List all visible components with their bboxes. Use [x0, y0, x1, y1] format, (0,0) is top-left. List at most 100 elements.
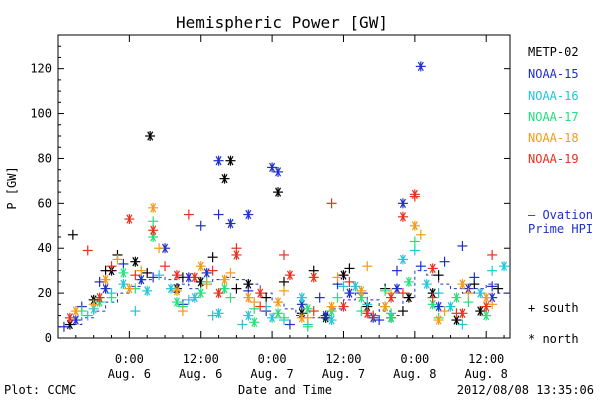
- north-point-noaa-19: [338, 301, 349, 312]
- south-point-noaa-15: [195, 220, 206, 231]
- south-point-noaa-15: [415, 261, 426, 272]
- north-point-noaa-15: [320, 310, 331, 321]
- north-point-noaa-17: [481, 310, 492, 321]
- north-point-noaa-15: [392, 283, 402, 294]
- legend-north: * north: [528, 332, 579, 346]
- south-point-noaa-15: [148, 272, 159, 283]
- south-point-noaa-15: [314, 292, 325, 303]
- north-point-metp-02: [145, 131, 156, 141]
- south-point-noaa-18: [279, 285, 289, 296]
- south-point-noaa-16: [82, 310, 93, 321]
- north-point-noaa-19: [64, 312, 75, 323]
- y-tick-label: 60: [38, 196, 52, 210]
- y-tick-label: 20: [38, 286, 52, 300]
- north-point-noaa-19: [481, 301, 492, 312]
- north-point-noaa-19: [362, 308, 373, 319]
- legend-item-noaa-19: NOAA-19: [528, 152, 579, 166]
- south-point-noaa-16: [487, 265, 498, 276]
- north-point-noaa-15: [344, 288, 355, 299]
- x-axis-label: Date and Time: [238, 383, 332, 397]
- north-point-noaa-16: [499, 261, 510, 272]
- south-point-noaa-19: [308, 306, 319, 317]
- north-point-noaa-18: [433, 315, 444, 326]
- north-point-noaa-15: [213, 155, 224, 166]
- north-point-noaa-16: [166, 283, 176, 294]
- south-point-noaa-17: [409, 236, 420, 247]
- south-point-noaa-15: [439, 256, 450, 267]
- north-point-noaa-17: [249, 317, 260, 328]
- x-tick-label-date: Aug. 8: [393, 367, 436, 381]
- legend-item-noaa-18: NOAA-18: [528, 131, 579, 145]
- south-point-noaa-15: [392, 265, 402, 276]
- legend-south: + south: [528, 301, 579, 315]
- south-point-noaa-17: [356, 306, 367, 317]
- south-point-noaa-19: [106, 261, 117, 272]
- north-point-noaa-15: [100, 283, 111, 294]
- north-point-noaa-17: [302, 303, 313, 314]
- north-point-noaa-16: [397, 254, 408, 265]
- x-tick-label-date: Aug. 7: [250, 367, 293, 381]
- north-point-noaa-15: [243, 209, 254, 220]
- north-point-noaa-18: [171, 285, 182, 296]
- north-point-noaa-18: [243, 292, 254, 303]
- south-point-noaa-16: [362, 299, 373, 310]
- footer-timestamp: 2012/08/08 13:35:06: [457, 383, 594, 397]
- north-point-noaa-16: [445, 301, 456, 312]
- north-point-noaa-18: [273, 297, 284, 308]
- south-point-noaa-17: [380, 285, 391, 296]
- south-point-noaa-17: [279, 312, 289, 323]
- north-point-noaa-19: [255, 288, 266, 299]
- south-point-noaa-18: [439, 306, 450, 317]
- north-point-noaa-15: [183, 272, 194, 283]
- legend-ovation-line1: — Ovation: [528, 208, 593, 222]
- x-tick-label-time: 12:00: [183, 352, 219, 366]
- south-point-noaa-18: [415, 229, 426, 240]
- north-point-noaa-19: [284, 270, 295, 281]
- plot-frame: [57, 34, 511, 339]
- north-point-noaa-18: [409, 220, 420, 231]
- north-point-noaa-18: [356, 285, 367, 296]
- north-point-noaa-18: [70, 306, 81, 317]
- south-point-noaa-16: [409, 245, 420, 256]
- south-point-noaa-19: [368, 310, 379, 321]
- y-tick-label: 120: [30, 62, 52, 76]
- north-point-noaa-19: [457, 308, 468, 319]
- south-point-noaa-18: [154, 243, 165, 254]
- south-point-noaa-15: [284, 319, 295, 330]
- south-point-noaa-16: [433, 288, 444, 299]
- south-point-metp-02: [67, 229, 78, 240]
- south-point-noaa-19: [487, 249, 498, 260]
- south-point-noaa-19: [82, 245, 93, 256]
- plot-marks: [58, 61, 510, 332]
- south-point-noaa-16: [183, 294, 194, 305]
- north-point-noaa-18: [481, 292, 492, 303]
- legend-item-noaa-17: NOAA-17: [528, 110, 579, 124]
- north-point-metp-02: [403, 292, 414, 303]
- south-point-noaa-19: [255, 301, 266, 312]
- south-point-metp-02: [344, 263, 355, 274]
- north-point-noaa-17: [386, 312, 397, 323]
- north-point-noaa-19: [213, 288, 224, 299]
- north-point-noaa-19: [427, 263, 438, 274]
- south-point-noaa-18: [249, 297, 260, 308]
- south-point-metp-02: [142, 267, 153, 278]
- north-point-noaa-15: [273, 166, 284, 177]
- north-point-noaa-18: [195, 261, 206, 272]
- south-point-noaa-18: [362, 261, 373, 272]
- north-point-metp-02: [273, 187, 284, 198]
- north-point-noaa-15: [433, 301, 444, 312]
- legend: METP-02 NOAA-15 NOAA-16 NOAA-17 NOAA-18 …: [528, 45, 593, 346]
- north-point-noaa-18: [124, 283, 135, 294]
- south-point-noaa-19: [160, 261, 171, 272]
- north-point-noaa-17: [403, 276, 414, 287]
- north-point-noaa-17: [171, 297, 182, 308]
- y-tick-label: 0: [45, 331, 52, 345]
- north-point-noaa-15: [70, 315, 81, 326]
- south-point-noaa-18: [225, 267, 236, 278]
- south-point-noaa-17: [302, 321, 313, 332]
- south-point-noaa-16: [207, 310, 218, 321]
- south-point-noaa-16: [338, 281, 349, 292]
- south-point-noaa-18: [136, 265, 147, 276]
- south-point-noaa-19: [130, 270, 141, 281]
- north-point-noaa-17: [451, 292, 462, 303]
